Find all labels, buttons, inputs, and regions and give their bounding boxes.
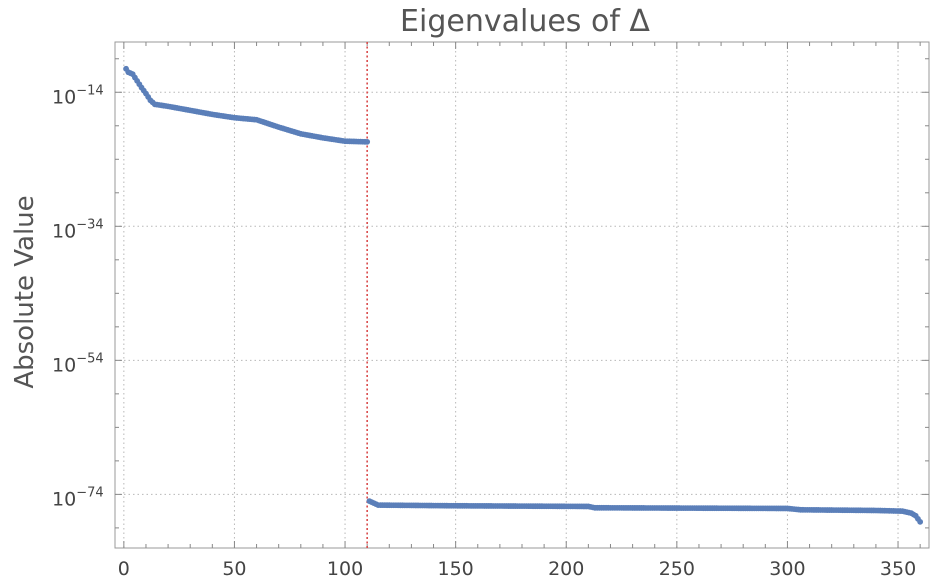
y-axis-label: Absolute Value	[10, 195, 40, 388]
y-tick-label: 10−54	[52, 351, 104, 376]
y-tick-label: 10−14	[52, 83, 104, 108]
y-tick-label: 10−34	[52, 217, 104, 242]
x-tick-label: 350	[880, 558, 916, 580]
x-tick-label: 250	[659, 558, 695, 580]
axis-ticks: 0 50 100 150 200 250 300 350 10−14 10−34 10−54 10−7…	[52, 42, 929, 580]
x-tick-label: 300	[769, 558, 805, 580]
x-tick-label: 150	[438, 558, 474, 580]
x-tick-label: 50	[222, 558, 246, 580]
chart-title: Eigenvalues of Δ	[400, 4, 650, 39]
data-point	[917, 518, 924, 525]
data-points	[123, 65, 924, 525]
y-tick-label: 10−74	[52, 485, 104, 510]
gridlines	[115, 42, 929, 548]
x-tick-label: 100	[327, 558, 363, 580]
x-tick-label: 0	[118, 558, 130, 580]
data-point	[364, 138, 371, 145]
x-tick-label: 200	[548, 558, 584, 580]
